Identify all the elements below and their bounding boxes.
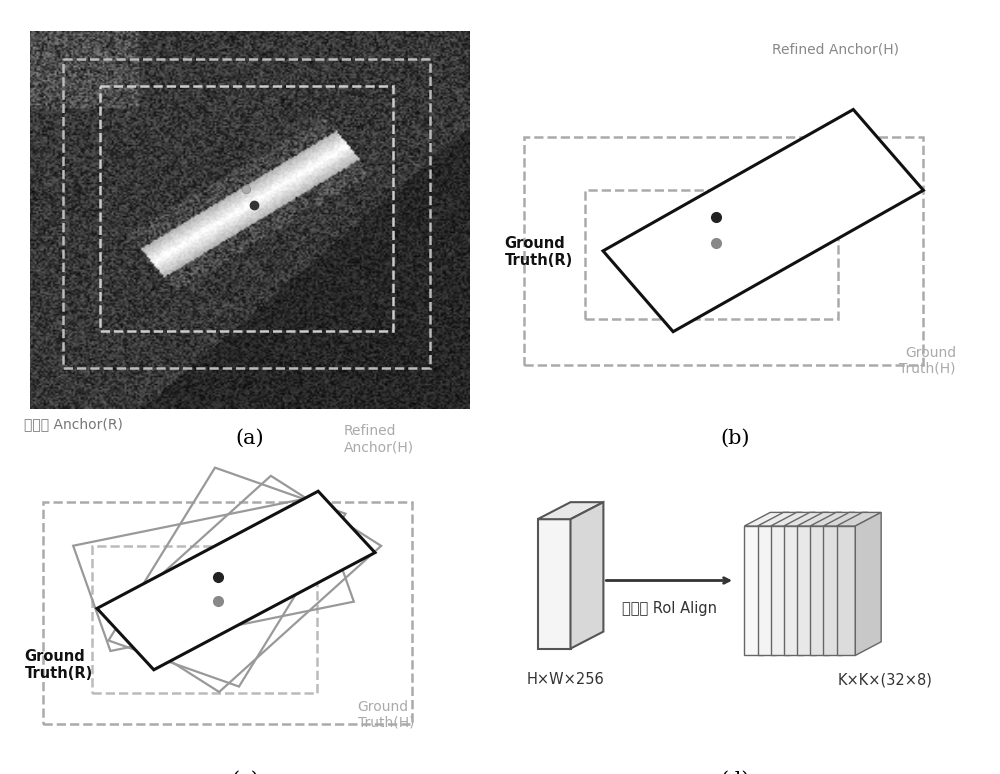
Polygon shape — [771, 526, 790, 656]
Polygon shape — [97, 491, 375, 670]
Polygon shape — [797, 526, 816, 656]
Polygon shape — [823, 512, 868, 526]
Text: Ground
Truth(H): Ground Truth(H) — [899, 346, 956, 376]
Polygon shape — [797, 512, 842, 526]
Bar — [92, 546, 317, 693]
Text: (b): (b) — [720, 429, 750, 448]
Text: 多方向 Anchor(R): 多方向 Anchor(R) — [24, 417, 123, 431]
Polygon shape — [816, 512, 842, 656]
Text: Ground
Truth(R): Ground Truth(R) — [505, 236, 573, 268]
Text: H×W×256: H×W×256 — [527, 673, 605, 687]
Polygon shape — [810, 526, 829, 656]
Bar — [42, 502, 412, 724]
Text: K×K×(32×8): K×K×(32×8) — [838, 673, 933, 687]
Polygon shape — [538, 502, 603, 519]
Text: Refined
Anchor(H): Refined Anchor(H) — [344, 424, 414, 454]
Polygon shape — [758, 512, 802, 526]
Polygon shape — [784, 512, 829, 526]
Polygon shape — [842, 512, 868, 656]
Polygon shape — [744, 512, 789, 526]
Polygon shape — [570, 502, 603, 649]
Polygon shape — [603, 109, 923, 332]
Polygon shape — [837, 526, 855, 656]
Polygon shape — [771, 512, 815, 526]
Text: (d): (d) — [720, 771, 750, 774]
Polygon shape — [803, 512, 829, 656]
Text: 多方向 RoI Align: 多方向 RoI Align — [622, 601, 717, 616]
Text: Ground
Truth(R): Ground Truth(R) — [24, 649, 93, 681]
Polygon shape — [763, 512, 789, 656]
Bar — [524, 137, 923, 365]
Text: Refined Anchor(H): Refined Anchor(H) — [772, 43, 900, 57]
Polygon shape — [810, 512, 855, 526]
Polygon shape — [784, 526, 803, 656]
Polygon shape — [855, 512, 881, 656]
Bar — [63, 60, 430, 368]
Bar — [100, 86, 393, 331]
Polygon shape — [758, 526, 776, 656]
Text: (a): (a) — [236, 429, 264, 448]
Bar — [585, 190, 838, 319]
Polygon shape — [790, 512, 815, 656]
Polygon shape — [538, 519, 570, 649]
Polygon shape — [776, 512, 802, 656]
Text: Ground
Truth(H): Ground Truth(H) — [358, 700, 414, 730]
Text: (c): (c) — [231, 771, 259, 774]
Polygon shape — [837, 512, 881, 526]
Polygon shape — [823, 526, 842, 656]
Polygon shape — [744, 526, 763, 656]
Polygon shape — [829, 512, 855, 656]
